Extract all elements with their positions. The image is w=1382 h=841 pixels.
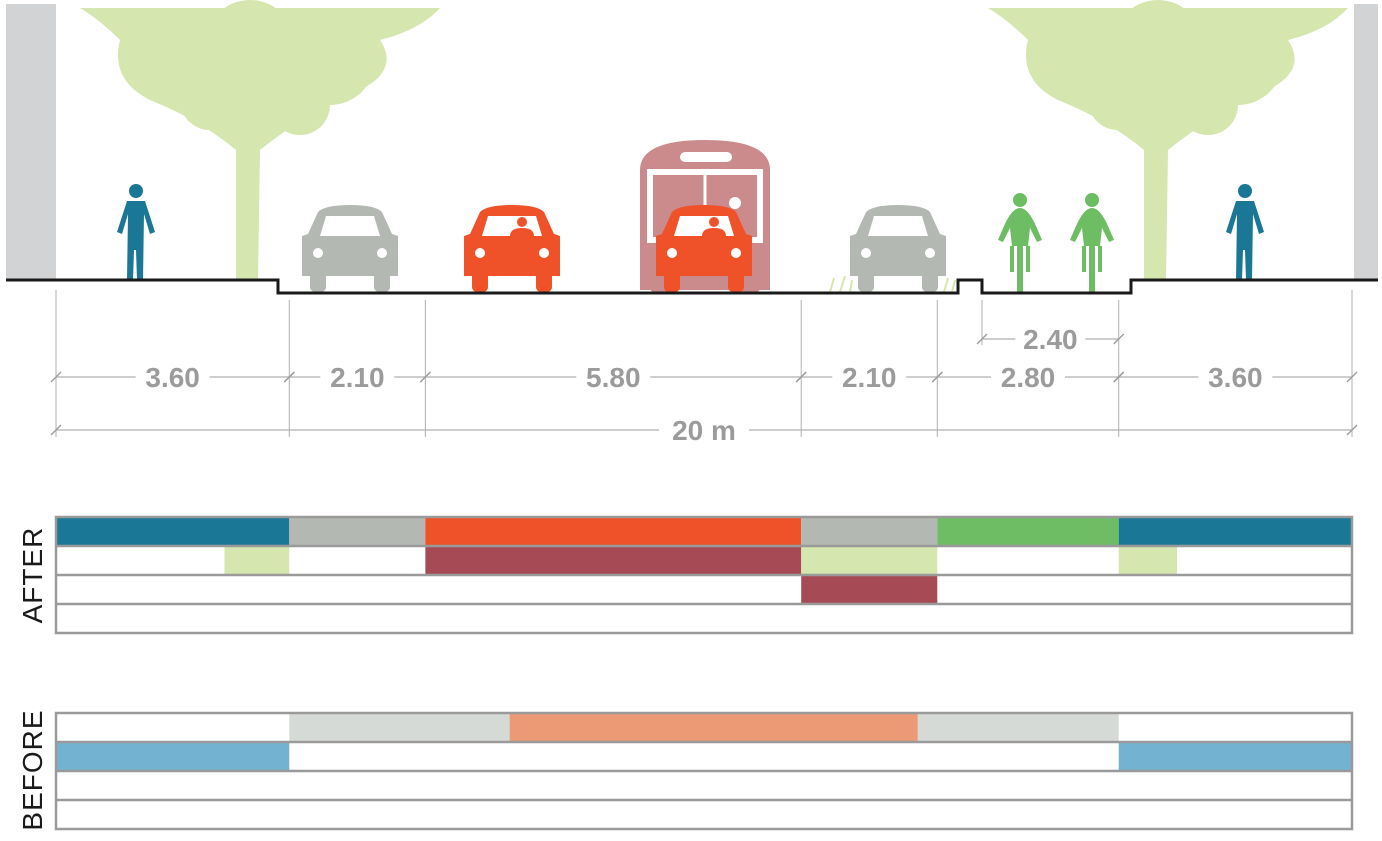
tree-icon: [80, 0, 440, 280]
lane-cell-pedestrian: [1118, 517, 1352, 546]
lane-cell-before_pedestrian: [56, 742, 290, 771]
dimension-tick: [1113, 371, 1125, 383]
car-icon: [302, 205, 398, 292]
total-width-label: 20 m: [672, 415, 736, 446]
dimension-label: 2.40: [1023, 324, 1078, 355]
lane-cell-before_pedestrian: [1118, 742, 1352, 771]
dimension-lines: 3.60 2.10 5.80 2.10 2.80 3.60 2.40 20 m: [50, 290, 1358, 446]
dimension-label: 3.60: [145, 362, 200, 393]
after-label: AFTER: [17, 527, 48, 624]
lane-cell-parking: [801, 517, 938, 546]
pedestrian-icon: [117, 184, 155, 280]
lane-cell-before_car: [509, 713, 918, 742]
dimension-tick: [50, 371, 62, 383]
dimension-tick: [283, 371, 295, 383]
tree-icon: [988, 0, 1348, 280]
cyclist-icon: [998, 193, 1042, 292]
after-lane-grid: [54, 515, 1354, 635]
dimension-tick: [50, 424, 62, 436]
dimension-tick: [931, 371, 943, 383]
dimension-label: 2.10: [330, 362, 385, 393]
lane-cell-pedestrian: [56, 517, 290, 546]
dimension-label: 3.60: [1208, 362, 1263, 393]
dimension-label: 2.80: [1001, 362, 1056, 393]
dimension-label: 2.10: [842, 362, 897, 393]
before-label: BEFORE: [17, 709, 48, 830]
dimension-tick: [419, 371, 431, 383]
lane-cell-tree: [801, 546, 938, 575]
dimension-tick: [976, 333, 988, 345]
lane-cell-bus: [801, 575, 938, 604]
car-icon: [464, 205, 560, 292]
dimension-tick: [1346, 424, 1358, 436]
dimension-label: 5.80: [586, 362, 641, 393]
lane-cell-cycle: [937, 517, 1119, 546]
dimension-tick: [795, 371, 807, 383]
car-icon: [656, 205, 752, 292]
pedestrian-icon: [1226, 184, 1264, 280]
dimension-tick: [1113, 333, 1125, 345]
cyclist-icon: [1070, 193, 1114, 292]
grass-icon: [829, 275, 956, 293]
lane-cell-bus: [425, 546, 802, 575]
lane-cell-before_parking: [289, 713, 510, 742]
lane-cell-tree: [224, 546, 290, 575]
dimension-tick: [1346, 371, 1358, 383]
car-icon: [850, 205, 946, 292]
street-profile-line: [6, 278, 1378, 295]
lane-cell-car: [425, 517, 802, 546]
building-left: [6, 4, 56, 280]
grid-border: [54, 711, 1354, 831]
lane-cell-before_parking: [917, 713, 1119, 742]
grid-border: [54, 515, 1354, 635]
before-lane-grid: [54, 711, 1354, 831]
lane-cell-parking: [289, 517, 426, 546]
lane-cell-tree: [1118, 546, 1178, 575]
building-right: [1354, 4, 1378, 280]
